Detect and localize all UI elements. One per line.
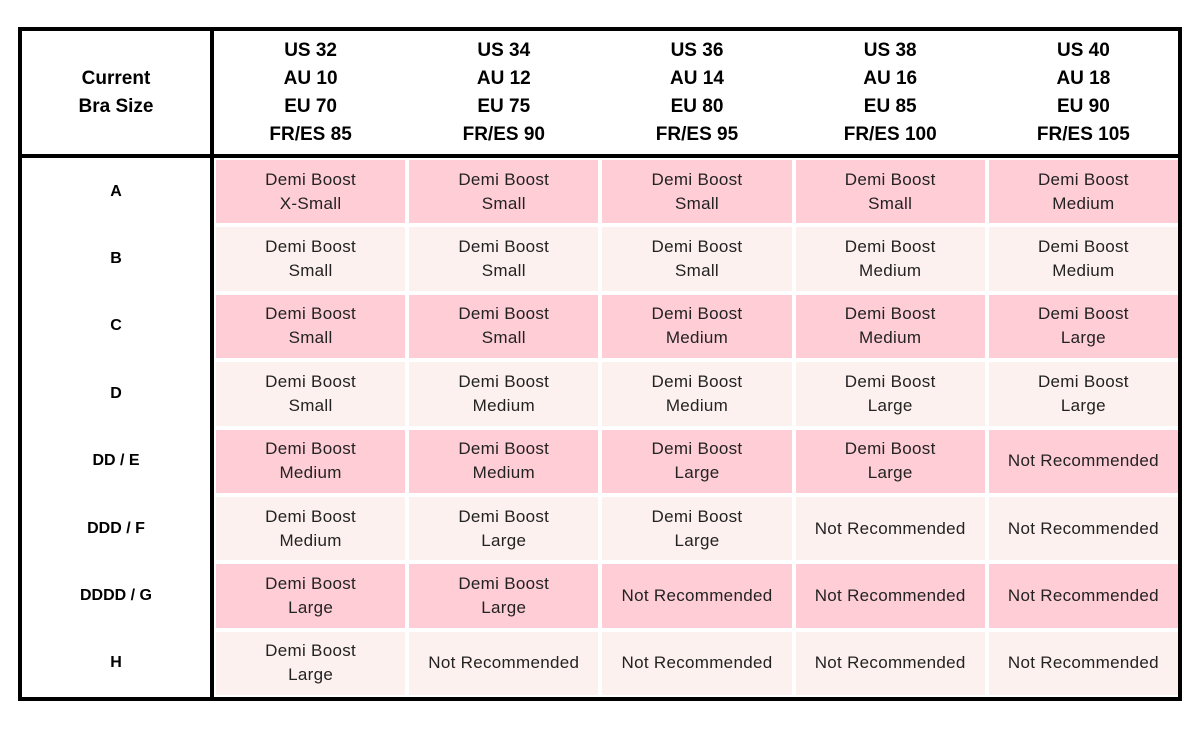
size-cell: Demi Boost Medium (216, 496, 406, 561)
row-label: DD / E (92, 452, 140, 470)
size-cell: Demi Boost Large (602, 496, 792, 561)
size-cell: Demi Boost Medium (409, 362, 599, 426)
size-cell: Not Recommended (602, 564, 792, 628)
size-cell: Demi Boost Large (216, 564, 406, 628)
size-cell: Demi Boost Small (216, 362, 406, 426)
size-cell: Demi Boost Small (216, 227, 406, 291)
column-divider (210, 27, 214, 701)
size-cell: Demi Boost Small (409, 160, 599, 224)
size-cell: Demi Boost Medium (988, 160, 1178, 224)
size-cell: Demi Boost Medium (795, 294, 985, 359)
size-cell: Not Recommended (988, 496, 1178, 561)
size-cell: Demi Boost Large (795, 362, 985, 426)
border (18, 697, 1182, 701)
size-cell: Demi Boost Medium (602, 362, 792, 426)
size-cell: Demi Boost Medium (216, 429, 406, 493)
size-cell: Not Recommended (602, 631, 792, 695)
row-label: D (110, 384, 122, 402)
size-cell: Demi Boost Large (988, 362, 1178, 426)
header-divider (18, 154, 1182, 158)
column-header: US 40 AU 18 EU 90 FR/ES 105 (1036, 39, 1130, 145)
row-label: DDD / F (87, 519, 145, 537)
size-cell: Demi Boost Medium (602, 294, 792, 359)
border (1178, 27, 1182, 701)
size-cell: Demi Boost Large (216, 631, 406, 695)
size-cell: Demi Boost Medium (409, 429, 599, 493)
size-cell: Demi Boost Large (602, 429, 792, 493)
size-cell: Demi Boost X-Small (216, 160, 406, 224)
size-cell: Demi Boost Small (409, 294, 599, 359)
size-cell: Demi Boost Large (409, 496, 599, 561)
row-label: C (110, 317, 122, 335)
size-cell: Demi Boost Large (988, 294, 1178, 359)
size-cell: Demi Boost Small (216, 294, 406, 359)
column-header: US 36 AU 14 EU 80 FR/ES 95 (655, 39, 739, 145)
size-cell: Demi Boost Small (602, 227, 792, 291)
size-cell: Demi Boost Small (795, 160, 985, 224)
size-cell: Not Recommended (795, 496, 985, 561)
row-label: B (110, 250, 122, 268)
size-cell: Not Recommended (988, 631, 1178, 695)
size-cell: Not Recommended (795, 564, 985, 628)
corner-header: Current Bra Size (78, 67, 154, 117)
border (18, 27, 22, 701)
column-header: US 34 AU 12 EU 75 FR/ES 90 (462, 39, 545, 145)
row-label: DDDD / G (80, 586, 152, 604)
size-cell: Demi Boost Medium (988, 227, 1178, 291)
border (18, 27, 1182, 31)
size-cell: Not Recommended (988, 429, 1178, 493)
size-cell: Demi Boost Medium (795, 227, 985, 291)
size-cell: Not Recommended (988, 564, 1178, 628)
column-header: US 38 AU 16 EU 85 FR/ES 100 (843, 39, 937, 145)
size-cell: Demi Boost Small (602, 160, 792, 224)
size-cell: Demi Boost Large (795, 429, 985, 493)
size-cell: Demi Boost Large (409, 564, 599, 628)
size-cell: Not Recommended (409, 631, 599, 695)
row-label: A (110, 182, 122, 200)
size-cell: Demi Boost Small (409, 227, 599, 291)
column-header: US 32 AU 10 EU 70 FR/ES 85 (269, 39, 352, 145)
row-label: H (110, 654, 122, 672)
size-cell: Not Recommended (795, 631, 985, 695)
